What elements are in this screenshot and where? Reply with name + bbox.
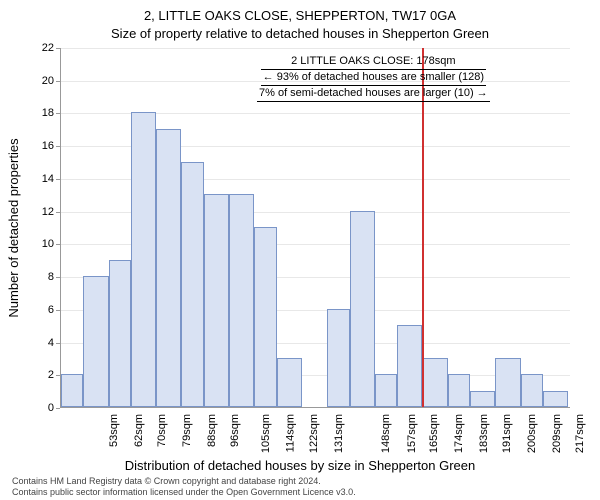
x-tick-label: 165sqm: [428, 414, 440, 453]
x-tick-label: 131sqm: [333, 414, 345, 453]
y-tick-label: 18: [14, 107, 54, 119]
y-tick-label: 0: [14, 402, 54, 414]
histogram-bar: [495, 358, 520, 407]
y-tick-mark: [56, 146, 60, 147]
y-tick-mark: [56, 375, 60, 376]
x-tick-label: 105sqm: [260, 414, 272, 453]
x-tick-label: 183sqm: [479, 414, 491, 453]
y-tick-mark: [56, 81, 60, 82]
histogram-bar: [543, 391, 568, 407]
y-tick-label: 16: [14, 140, 54, 152]
y-tick-label: 12: [14, 206, 54, 218]
x-tick-label: 174sqm: [453, 414, 465, 453]
footer-line1: Contains HM Land Registry data © Crown c…: [12, 476, 356, 487]
chart-title-main: 2, LITTLE OAKS CLOSE, SHEPPERTON, TW17 0…: [0, 8, 600, 23]
x-tick-label: 53sqm: [108, 414, 120, 447]
annotation-line3: 7% of semi-detached houses are larger (1…: [257, 86, 490, 102]
histogram-bar: [422, 358, 447, 407]
x-tick-label: 191sqm: [501, 414, 513, 453]
histogram-bar: [109, 260, 131, 407]
histogram-bar: [397, 325, 422, 407]
y-tick-mark: [56, 113, 60, 114]
reference-line: [422, 48, 424, 407]
x-tick-label: 114sqm: [284, 414, 296, 452]
histogram-bar: [277, 358, 302, 407]
y-tick-label: 2: [14, 369, 54, 381]
y-tick-mark: [56, 310, 60, 311]
y-tick-mark: [56, 179, 60, 180]
x-tick-label: 217sqm: [574, 414, 586, 453]
y-axis-title: Number of detached properties: [6, 138, 21, 317]
gridline: [61, 48, 570, 49]
y-tick-label: 8: [14, 271, 54, 283]
histogram-bar: [131, 112, 156, 407]
x-tick-label: 70sqm: [156, 414, 168, 447]
y-tick-label: 4: [14, 337, 54, 349]
histogram-bar: [61, 374, 83, 407]
histogram-bar: [327, 309, 349, 407]
y-tick-label: 6: [14, 304, 54, 316]
y-tick-label: 22: [14, 42, 54, 54]
x-tick-label: 148sqm: [381, 414, 393, 453]
x-tick-label: 209sqm: [551, 414, 563, 453]
annotation-line1: 2 LITTLE OAKS CLOSE: 178sqm: [257, 54, 490, 69]
histogram-bar: [350, 211, 375, 407]
y-tick-mark: [56, 212, 60, 213]
histogram-bar: [254, 227, 276, 407]
chart-title-sub: Size of property relative to detached ho…: [0, 26, 600, 41]
footer-line2: Contains public sector information licen…: [12, 487, 356, 498]
y-tick-label: 10: [14, 238, 54, 250]
histogram-bar: [521, 374, 543, 407]
x-axis-title: Distribution of detached houses by size …: [0, 458, 600, 473]
x-tick-label: 62sqm: [133, 414, 145, 447]
x-tick-label: 88sqm: [206, 414, 218, 447]
x-tick-label: 79sqm: [181, 414, 193, 447]
histogram-bar: [204, 194, 229, 407]
y-tick-label: 14: [14, 173, 54, 185]
histogram-bar: [229, 194, 254, 407]
y-tick-mark: [56, 408, 60, 409]
annotation-line2: ← 93% of detached houses are smaller (12…: [261, 69, 486, 86]
histogram-bar: [375, 374, 397, 407]
reference-annotation: 2 LITTLE OAKS CLOSE: 178sqm ← 93% of det…: [257, 54, 490, 102]
x-tick-label: 200sqm: [526, 414, 538, 453]
histogram-bar: [470, 391, 495, 407]
histogram-bar: [181, 162, 203, 407]
histogram-bar: [156, 129, 181, 407]
x-tick-label: 96sqm: [229, 414, 241, 447]
x-tick-label: 157sqm: [406, 414, 418, 453]
y-tick-label: 20: [14, 75, 54, 87]
plot-area: 2 LITTLE OAKS CLOSE: 178sqm ← 93% of det…: [60, 48, 570, 408]
y-tick-mark: [56, 277, 60, 278]
y-tick-mark: [56, 244, 60, 245]
chart-container: 2, LITTLE OAKS CLOSE, SHEPPERTON, TW17 0…: [0, 0, 600, 500]
histogram-bar: [448, 374, 470, 407]
histogram-bar: [83, 276, 108, 407]
y-tick-mark: [56, 343, 60, 344]
x-tick-label: 122sqm: [308, 414, 320, 453]
y-tick-mark: [56, 48, 60, 49]
footer-attribution: Contains HM Land Registry data © Crown c…: [12, 476, 356, 498]
